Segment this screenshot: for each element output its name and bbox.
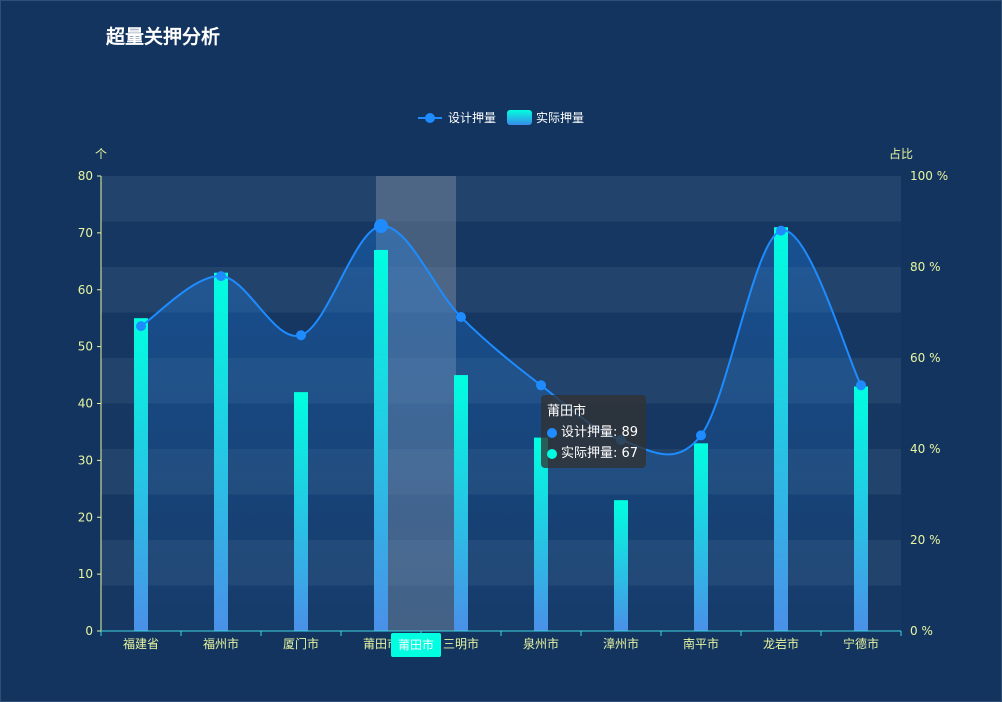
line-point: [456, 312, 466, 323]
y-left-tick-label: 80: [78, 169, 93, 183]
legend-rect-icon: [507, 110, 532, 125]
legend-label: 实际押量: [536, 110, 584, 125]
y-right-tick-label: 20 %: [910, 533, 941, 547]
line-area: [141, 225, 861, 631]
y-left-tick-label: 70: [78, 226, 93, 240]
y-right-tick-label: 40 %: [910, 442, 941, 456]
x-tick-label: 莆田市: [363, 636, 399, 651]
tooltip-dot-line: [547, 427, 557, 438]
bar: [534, 437, 548, 631]
series-line: [140, 225, 862, 456]
y-left-tick-label: 60: [78, 283, 93, 297]
y-left-tick-label: 40: [78, 397, 93, 411]
x-axis-pointer-badge: [391, 633, 441, 657]
line-point: [296, 330, 306, 341]
y-left-tick-label: 30: [78, 453, 93, 467]
legend-label: 设计押量: [448, 111, 496, 125]
line-area-fill: [141, 225, 861, 631]
bar: [854, 386, 868, 631]
grid-band: [101, 176, 901, 222]
line-point: [536, 380, 546, 391]
x-tick-label: 漳州市: [603, 636, 639, 651]
line-point: [856, 380, 866, 391]
line-point: [216, 271, 226, 282]
tooltip: 莆田市 设计押量: 89 实际押量: 67: [541, 395, 646, 468]
y-left-tick-label: 50: [78, 340, 93, 354]
y-right-tick-label: 100 %: [910, 169, 948, 183]
tooltip-dot-bar: [547, 448, 557, 459]
line-point: [136, 321, 146, 332]
tooltip-row: 实际押量: 67: [547, 443, 646, 464]
x-tick-label: 泉州市: [523, 636, 559, 651]
legend-circle-icon: [425, 113, 435, 123]
chart-title: 超量关押分析: [106, 26, 221, 48]
x-axis-pointer-label: 莆田市: [398, 637, 434, 652]
bar: [614, 500, 628, 631]
bar: [134, 318, 148, 631]
x-tick-label: 三明市: [443, 636, 479, 651]
y-right-axis-title: 占比: [889, 146, 913, 161]
bar: [774, 227, 788, 631]
x-tick-label: 福建省: [123, 636, 159, 651]
x-tick-label: 龙岩市: [763, 636, 799, 651]
bar: [694, 443, 708, 631]
line-point: [374, 219, 388, 234]
y-right-tick-label: 80 %: [910, 260, 941, 274]
y-left-tick-label: 0: [85, 624, 93, 638]
tooltip-row-label: 实际押量: 67: [561, 446, 639, 461]
x-tick-label: 南平市: [683, 636, 719, 651]
tooltip-title: 莆田市: [547, 404, 587, 419]
line-point: [776, 225, 786, 236]
tooltip-row: 设计押量: 89: [547, 422, 646, 443]
x-tick-label: 宁德市: [843, 636, 879, 651]
x-tick-label: 厦门市: [283, 636, 319, 651]
y-left-tick-label: 10: [78, 567, 93, 581]
axes: 0 10 20 30 40 50 60 70 80 0 % 20 % 40 % 60 % 80 % 100 …: [78, 146, 948, 657]
tooltip-row-label: 设计押量: 89: [561, 425, 639, 440]
bar: [214, 272, 228, 631]
y-right-tick-label: 60 %: [910, 351, 941, 365]
bar-series: [134, 227, 868, 631]
bar: [374, 249, 388, 631]
y-right-tick-label: 0 %: [910, 624, 933, 638]
x-tick-label: 福州市: [203, 636, 239, 651]
bar: [454, 375, 468, 631]
y-left-axis-title: 个: [95, 147, 107, 161]
legend[interactable]: 设计押量 实际押量: [418, 110, 584, 125]
bar: [294, 392, 308, 631]
y-left-tick-label: 20: [78, 510, 93, 524]
line-point: [696, 430, 706, 441]
